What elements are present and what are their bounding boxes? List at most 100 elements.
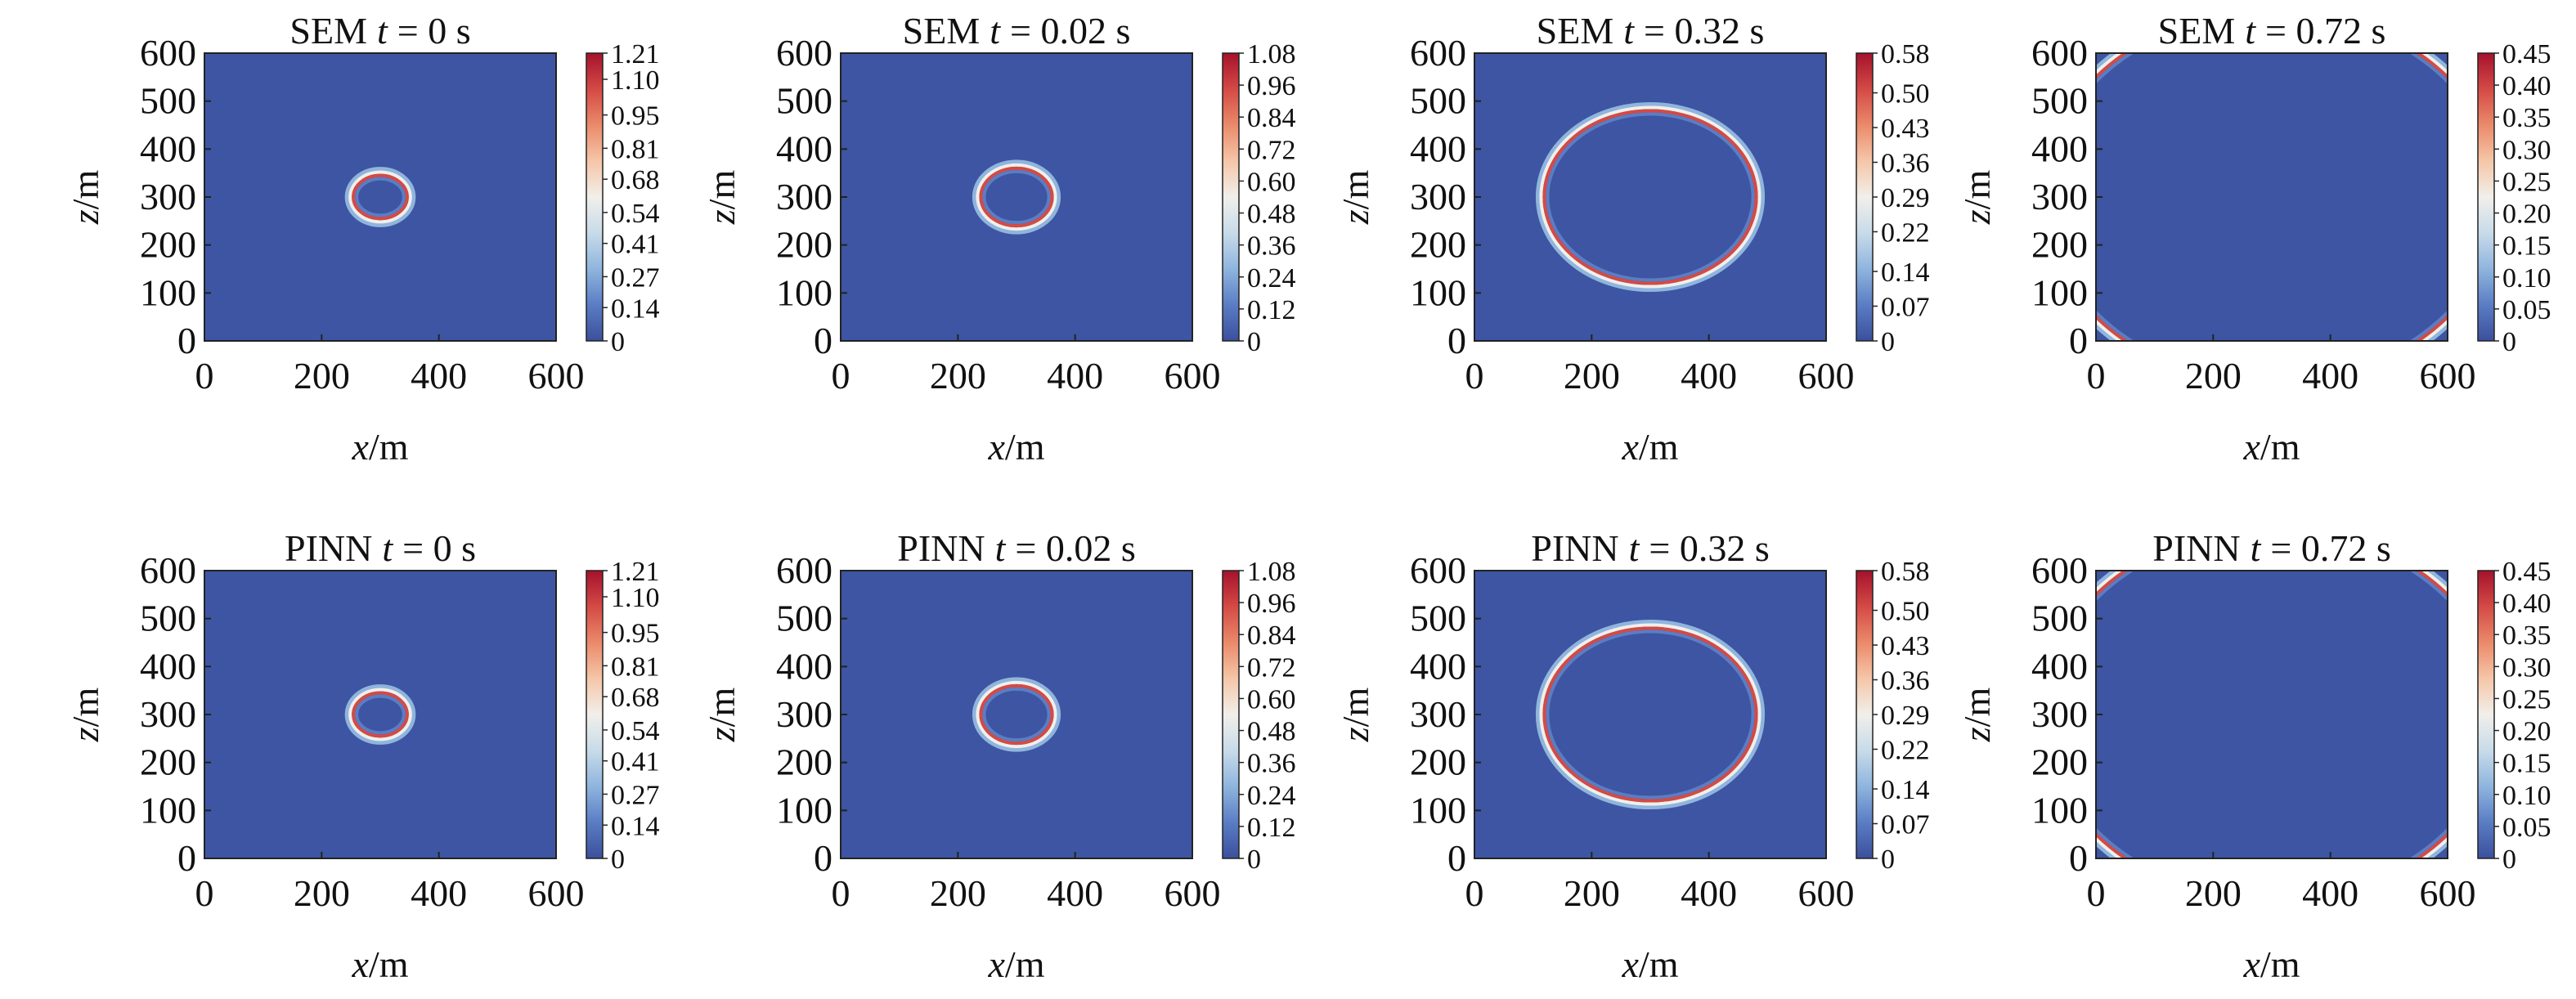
x-tick-label: 200: [1564, 872, 1620, 914]
colorbar-tick-label: 0.36: [1247, 749, 1296, 779]
y-axis-var: z: [1956, 209, 1998, 225]
wavefield-background: [204, 53, 556, 341]
y-axis-unit: /m: [701, 688, 743, 728]
y-tick-label: 400: [776, 128, 832, 169]
colorbar-tick-label: 1.21: [611, 39, 660, 69]
wavefield-background: [1474, 53, 1826, 341]
wavefield-background: [2096, 571, 2448, 858]
y-tick-label: 200: [2031, 224, 2088, 266]
colorbar: 00.120.240.360.480.600.720.840.961.08: [1222, 39, 1296, 357]
x-tick-label: 400: [411, 355, 467, 396]
x-tick-label: 0: [195, 872, 214, 914]
wavefront-ring-light: [976, 680, 1057, 749]
title-method: PINN: [1531, 527, 1618, 569]
title-time-symbol: t: [2245, 10, 2256, 52]
x-tick-label: 0: [1465, 355, 1484, 396]
y-tick-label: 200: [140, 741, 196, 783]
y-tick-label: 500: [2031, 80, 2088, 122]
y-tick-label: 500: [776, 598, 832, 639]
colorbar-gradient: [2477, 52, 2495, 342]
y-tick-label: 400: [776, 645, 832, 687]
colorbar-tick-label: 0.45: [2502, 39, 2551, 69]
x-axis-unit: /m: [1639, 943, 1679, 985]
x-tick-label: 200: [2185, 355, 2242, 396]
colorbar-gradient: [1222, 570, 1240, 859]
y-tick-label: 600: [2031, 549, 2088, 591]
panel-pinn-4: PINN t = 0.72 s 0 200 400 600 0 100 200 300 400 500 6…: [1956, 527, 2551, 985]
colorbar-tick-label: 0.20: [2502, 717, 2551, 747]
y-tick-label: 400: [2031, 128, 2088, 169]
colorbar-tick-label: 0.96: [1247, 589, 1296, 619]
colorbar-tick-label: 0.14: [611, 293, 660, 324]
colorbar-tick-label: 0.60: [1247, 684, 1296, 715]
title-method: PINN: [2152, 527, 2240, 569]
x-axis-unit: /m: [1639, 426, 1679, 468]
title-time-value: = 0.32 s: [1649, 527, 1769, 569]
colorbar-tick-label: 0.30: [2502, 652, 2551, 683]
colorbar-gradient: [1222, 52, 1240, 342]
colorbar-tick-label: 0.27: [611, 262, 660, 293]
y-tick-label: 300: [776, 176, 832, 217]
colorbar-tick-label: 0.43: [1881, 631, 1930, 661]
panel-pinn-3: PINN t = 0.32 s 0 200 400 600 0 100 200 300 400 500 6…: [1335, 527, 1930, 985]
y-tick-label: 0: [177, 320, 196, 361]
wavefront-ring-peak: [979, 166, 1054, 228]
y-tick-label: 600: [776, 32, 832, 74]
y-tick-label: 500: [1410, 80, 1466, 122]
y-tick-label: 400: [1410, 645, 1466, 687]
y-tick-label: 300: [140, 693, 196, 735]
wavefront-ring-outer: [972, 677, 1061, 752]
y-axis-label: z/m: [701, 170, 743, 226]
x-axis-var: x: [988, 426, 1006, 468]
x-axis-label: x/m: [352, 426, 409, 468]
wavefront-ring-light: [348, 170, 412, 224]
wavefront-ring-inner: [1546, 112, 1755, 282]
x-tick-label: 400: [1681, 872, 1737, 914]
title-time-symbol: t: [995, 527, 1007, 569]
colorbar: 00.050.100.150.200.250.300.350.400.45: [2477, 557, 2551, 875]
panel-sem-4: SEM t = 0.72 s 0 200 400 600 0 100 200 300 400 500 60…: [1956, 10, 2551, 468]
colorbar-gradient: [1856, 52, 1874, 342]
wavefield-background: [204, 571, 556, 858]
colorbar-tick-label: 0.27: [611, 780, 660, 810]
y-tick-label: 200: [776, 741, 832, 783]
x-tick-label: 0: [2087, 355, 2106, 396]
title-time-value: = 0.32 s: [1644, 10, 1764, 52]
colorbar-tick-label: 1.08: [1247, 557, 1296, 587]
wavefront-ring-light: [1539, 105, 1761, 289]
wavefield-background: [841, 571, 1192, 858]
colorbar-tick-label: 0.15: [2502, 749, 2551, 779]
colorbar-tick-label: 0.96: [1247, 71, 1296, 101]
colorbar-tick-label: 1.10: [611, 65, 660, 96]
x-axis-var: x: [352, 943, 370, 985]
y-tick-label: 400: [140, 128, 196, 169]
y-tick-label: 300: [776, 693, 832, 735]
x-tick-label: 400: [2302, 872, 2358, 914]
panel-sem-1: SEM t = 0 s0 200 400 6000100200300400500600x/…: [65, 10, 660, 468]
colorbar-tick-label: 0.54: [611, 199, 660, 229]
y-axis-var: z: [1335, 209, 1376, 225]
y-tick-label: 600: [1410, 549, 1466, 591]
colorbar-tick-label: 0.07: [1881, 810, 1930, 840]
panel-sem-2: SEM t = 0.02 s 0 200 400 600 0 100 200 300 400 500 60…: [701, 10, 1296, 468]
wavefront-ring-outer: [972, 159, 1061, 235]
panel-pinn-1: PINN t = 0 s 0 200 400 600 0 100 200 300 400 500 600 x…: [65, 527, 660, 985]
y-tick-label: 400: [2031, 645, 2088, 687]
x-tick-label: 400: [1047, 355, 1103, 396]
colorbar-tick-label: 0: [611, 327, 625, 357]
title-method: SEM: [2158, 10, 2236, 52]
colorbar-tick-label: 0.48: [1247, 717, 1296, 747]
y-tick-label: 0: [2069, 837, 2088, 879]
y-tick-label: 0: [814, 837, 832, 879]
colorbar-tick-label: 0.36: [1881, 666, 1930, 697]
y-tick-label: 100: [2031, 271, 2088, 313]
x-axis-label: x/m: [988, 426, 1045, 468]
x-tick-label: 0: [2087, 872, 2106, 914]
colorbar-tick-label: 0.24: [1247, 781, 1296, 811]
colorbar-tick-label: 0.95: [611, 101, 660, 132]
y-tick-label: 100: [1410, 789, 1466, 831]
title-method: PINN: [285, 527, 372, 569]
y-axis-var: z: [65, 727, 106, 742]
colorbar-tick-label: 0.81: [611, 652, 660, 682]
colorbar-tick-label: 0.22: [1881, 735, 1930, 765]
